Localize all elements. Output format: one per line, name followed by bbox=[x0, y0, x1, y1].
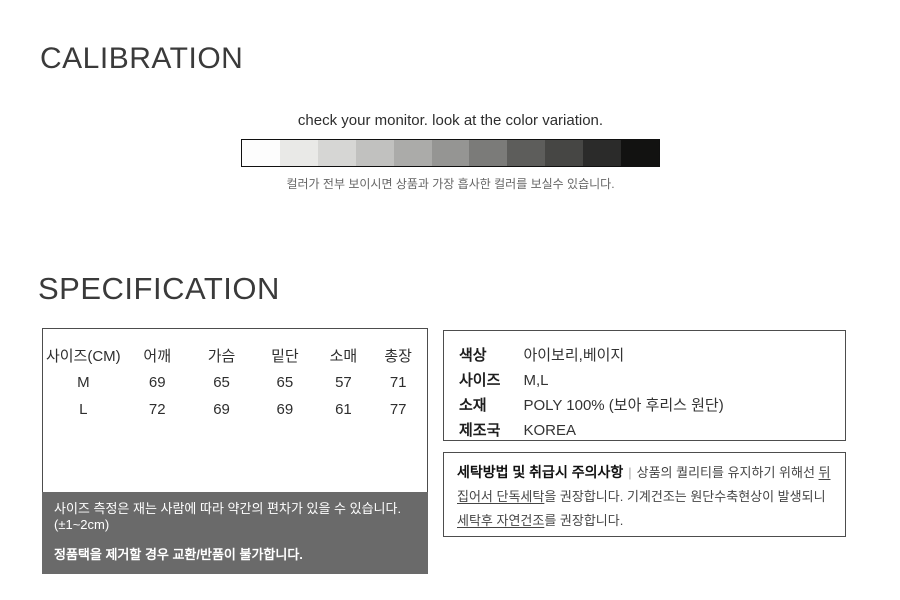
grayscale-step bbox=[317, 140, 356, 166]
column-header: 어깨 bbox=[143, 348, 172, 365]
info-row-size: 사이즈 M,L bbox=[459, 368, 845, 393]
size-cell: 69 bbox=[213, 401, 230, 418]
size-table: 사이즈(CM) 어깨 가슴 밑단 소매 총장 M 69 65 65 57 71 bbox=[43, 342, 427, 423]
column-header: 밑단 bbox=[271, 348, 299, 365]
size-cell: 72 bbox=[148, 401, 166, 418]
info-row-color: 색상 아이보리,베이지 bbox=[459, 343, 845, 368]
size-table-header-row: 사이즈(CM) 어깨 가슴 밑단 소매 총장 bbox=[43, 342, 427, 369]
info-label: 제조국 bbox=[459, 422, 501, 439]
column-header: 가슴 bbox=[207, 348, 236, 365]
info-value: KOREA bbox=[523, 422, 576, 439]
info-row-material: 소재 POLY 100% (보아 후리스 원단) bbox=[459, 393, 845, 418]
info-row-origin: 제조국 KOREA bbox=[459, 418, 845, 443]
grayscale-step bbox=[469, 140, 508, 166]
grayscale-step bbox=[507, 140, 546, 166]
care-text: 를 권장합니다. bbox=[544, 513, 624, 528]
size-cell: 71 bbox=[389, 374, 407, 391]
care-text: 을 권장합니다. 기계건조는 원단수축현상이 발생되니 bbox=[544, 489, 826, 504]
grayscale-step bbox=[279, 140, 318, 166]
tag-removal-warning: 정품택을 제거할 경우 교환/반품이 불가합니다. bbox=[54, 547, 303, 562]
grayscale-calibration-strip bbox=[241, 139, 660, 167]
grayscale-step bbox=[242, 140, 280, 166]
grayscale-step bbox=[431, 140, 470, 166]
care-underlined-phrase: 뒤집어서 단독세탁 bbox=[457, 465, 831, 504]
size-cell: 77 bbox=[389, 401, 407, 418]
grayscale-step bbox=[621, 140, 659, 166]
table-row-size-l: L 72 69 69 61 77 bbox=[43, 396, 427, 423]
notice-text: 사이즈 측정은 재는 사람에 따라 약간의 편차가 있을 수 있습니다. (±1… bbox=[54, 501, 416, 533]
grayscale-step bbox=[393, 140, 432, 166]
size-cell: 61 bbox=[335, 401, 352, 418]
size-cell: 57 bbox=[335, 374, 352, 391]
calibration-title: CALIBRATION bbox=[40, 42, 244, 75]
grayscale-step bbox=[583, 140, 622, 166]
info-label: 소재 bbox=[459, 397, 487, 414]
grayscale-step bbox=[545, 140, 584, 166]
table-row-size-m: M 69 65 65 57 71 bbox=[43, 369, 427, 396]
size-table-box: 사이즈(CM) 어깨 가슴 밑단 소매 총장 M 69 65 65 57 71 bbox=[42, 328, 428, 574]
care-text: 상품의 퀄리티를 유지하기 위해선 bbox=[636, 465, 819, 480]
notice-line2: (±1~2cm) bbox=[54, 517, 110, 532]
strip-caption: 컬러가 전부 보이시면 상품과 가장 흡사한 컬러를 보실수 있습니다. bbox=[286, 177, 615, 191]
care-instructions-text: 세탁방법 및 취급시 주의사항 | 상품의 퀄리티를 유지하기 위해선 뒤집어서 단… bbox=[457, 460, 832, 533]
info-value: POLY 100% (보아 후리스 원단) bbox=[523, 397, 724, 414]
care-divider: | bbox=[628, 465, 632, 480]
care-underlined-phrase: 세탁후 자연건조 bbox=[457, 513, 545, 528]
size-cell: 69 bbox=[276, 401, 294, 418]
info-label: 사이즈 bbox=[459, 372, 501, 389]
size-cell: 69 bbox=[148, 374, 166, 391]
size-cell: L bbox=[79, 401, 88, 418]
column-header: 사이즈(CM) bbox=[45, 348, 121, 365]
column-header: 소매 bbox=[329, 348, 358, 365]
size-cell: 65 bbox=[213, 374, 230, 391]
monitor-check-instruction: check your monitor. look at the color va… bbox=[297, 112, 604, 129]
product-info-box: 색상 아이보리,베이지 사이즈 M,L 소재 POLY 100% (보아 후리스… bbox=[443, 330, 846, 441]
size-cell: 65 bbox=[276, 374, 294, 391]
grayscale-step bbox=[355, 140, 394, 166]
care-heading: 세탁방법 및 취급시 주의사항 bbox=[457, 464, 624, 480]
column-header: 총장 bbox=[384, 348, 412, 365]
size-cell: M bbox=[77, 374, 90, 391]
care-instructions-box: 세탁방법 및 취급시 주의사항 | 상품의 퀄리티를 유지하기 위해선 뒤집어서 단… bbox=[443, 452, 846, 537]
info-value: 아이보리,베이지 bbox=[523, 347, 625, 364]
info-label: 색상 bbox=[459, 347, 487, 364]
info-value: M,L bbox=[523, 372, 549, 389]
specification-title: SPECIFICATION bbox=[38, 271, 280, 306]
notice-line1: 사이즈 측정은 재는 사람에 따라 약간의 편차가 있을 수 있습니다. bbox=[54, 501, 402, 516]
size-measurement-notice: 사이즈 측정은 재는 사람에 따라 약간의 편차가 있을 수 있습니다. (±1… bbox=[42, 492, 428, 574]
